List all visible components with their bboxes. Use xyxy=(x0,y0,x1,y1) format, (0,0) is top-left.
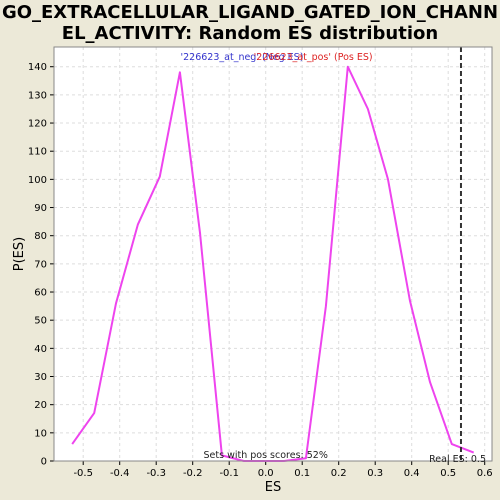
x-tick-label: 0.0 xyxy=(258,468,274,479)
y-tick-label: 40 xyxy=(34,344,47,355)
y-tick-label: 30 xyxy=(34,372,47,383)
x-tick-label: 0.5 xyxy=(440,468,456,479)
x-tick-label: 0.1 xyxy=(294,468,310,479)
chart-title: GO_EXTRACELLULAR_LIGAND_GATED_ION_CHANN … xyxy=(0,2,500,44)
y-tick-label: 60 xyxy=(34,288,47,299)
y-tick-label: 140 xyxy=(28,62,47,73)
legend-neg-es: '226623_at_neg' (Neg ES) xyxy=(181,52,304,63)
y-tick-label: 0 xyxy=(41,457,47,468)
y-tick-label: 100 xyxy=(28,175,47,186)
y-tick-label: 120 xyxy=(28,119,47,130)
x-tick-label: 0.6 xyxy=(477,468,493,479)
y-tick-label: 50 xyxy=(34,316,47,327)
chart-title-line-2: EL_ACTIVITY: Random ES distribution xyxy=(61,23,439,44)
series-line-pos xyxy=(265,65,475,462)
x-tick-label: -0.3 xyxy=(146,468,166,479)
chart-title-line-1: GO_EXTRACELLULAR_LIGAND_GATED_ION_CHANN xyxy=(1,2,499,23)
y-tick-label: 90 xyxy=(34,203,47,214)
y-tick-label: 80 xyxy=(34,231,47,242)
x-tick-label: -0.2 xyxy=(183,468,203,479)
curves xyxy=(71,65,475,462)
plot-frame xyxy=(53,46,493,462)
x-tick-label: -0.4 xyxy=(110,468,130,479)
x-axis-label: ES xyxy=(265,480,281,495)
series-line-neg xyxy=(71,71,266,462)
sets-with-pos-scores-label: Sets with pos scores: 52% xyxy=(204,450,328,461)
y-tick-label: 20 xyxy=(34,400,47,411)
x-tick-label: 0.2 xyxy=(331,468,347,479)
y-tick-label: 70 xyxy=(34,259,47,270)
x-tick-label: 0.3 xyxy=(367,468,383,479)
x-axis-ticks: -0.5 -0.4 -0.3 -0.2 -0.1 0.0 0.1 0.2 0.3 0.4 0.5 0.… xyxy=(73,461,493,479)
x-tick-label: -0.5 xyxy=(73,468,93,479)
y-axis-label: P(ES) xyxy=(12,237,27,271)
x-tick-label: -0.1 xyxy=(219,468,239,479)
legend-pos-es: '226623_at_pos' (Pos ES) xyxy=(254,52,373,63)
y-tick-label: 10 xyxy=(34,428,47,439)
plot-area xyxy=(54,47,492,461)
grid-lines xyxy=(54,47,492,462)
y-tick-label: 110 xyxy=(28,147,47,158)
x-tick-label: 0.4 xyxy=(404,468,420,479)
real-es-label: Real ES: 0.5 xyxy=(429,454,486,465)
y-tick-label: 130 xyxy=(28,90,47,101)
y-axis-ticks: 0 10 20 30 40 50 60 70 80 90 100 110 120 130 140 xyxy=(28,62,54,468)
